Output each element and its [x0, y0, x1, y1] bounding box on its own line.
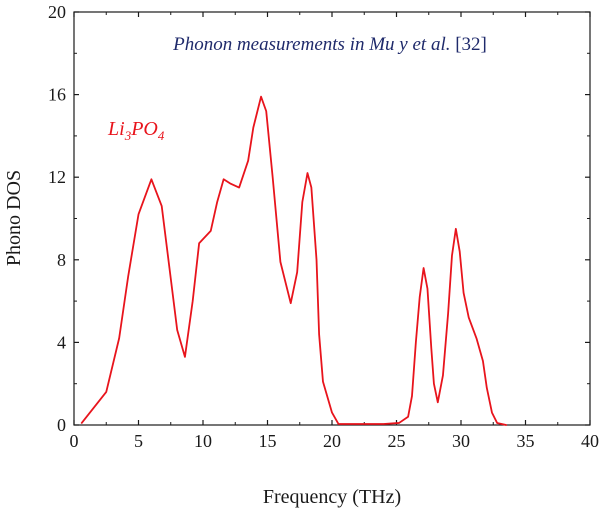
tick-labels: 0 5 10 15 20 25 30 35 40 0 4 8 12 16 20 [48, 2, 599, 451]
y-axis-label: Phono DOS [3, 170, 25, 266]
plot-border [73, 11, 591, 426]
x-tick-label: 0 [70, 431, 79, 451]
x-tick-label: 25 [388, 431, 406, 451]
tick-marks [73, 11, 591, 426]
y-tick-label: 16 [48, 85, 66, 105]
x-tick-label: 5 [134, 431, 143, 451]
y-tick-label: 8 [57, 250, 66, 270]
y-tick-label: 12 [48, 167, 66, 187]
plot-frame [73, 11, 591, 426]
series-line [80, 95, 508, 426]
series-layer [80, 95, 508, 426]
x-tick-label: 20 [323, 431, 341, 451]
series-label-base2: PO [130, 118, 158, 140]
x-tick-label: 30 [452, 431, 470, 451]
y-tick-label: 4 [57, 332, 66, 352]
y-tick-label: 20 [48, 2, 66, 22]
series-label: Li3PO4 [107, 118, 165, 143]
chart-title: Phonon measurements in Mu y et al. [32] [172, 34, 487, 55]
x-tick-label: 15 [259, 431, 277, 451]
y-tick-label: 0 [57, 415, 66, 435]
x-tick-label: 40 [581, 431, 599, 451]
x-axis-label: Frequency (THz) [263, 486, 401, 508]
x-tick-label: 35 [517, 431, 535, 451]
x-tick-label: 10 [194, 431, 212, 451]
series-label-sub1: 3 [124, 128, 132, 143]
series-label-sub2: 4 [158, 128, 165, 143]
chart-title-main: Phonon measurements in Mu y et al. [172, 34, 450, 55]
chart-title-ref: [32] [450, 34, 486, 55]
series-label-base1: Li [107, 118, 125, 140]
